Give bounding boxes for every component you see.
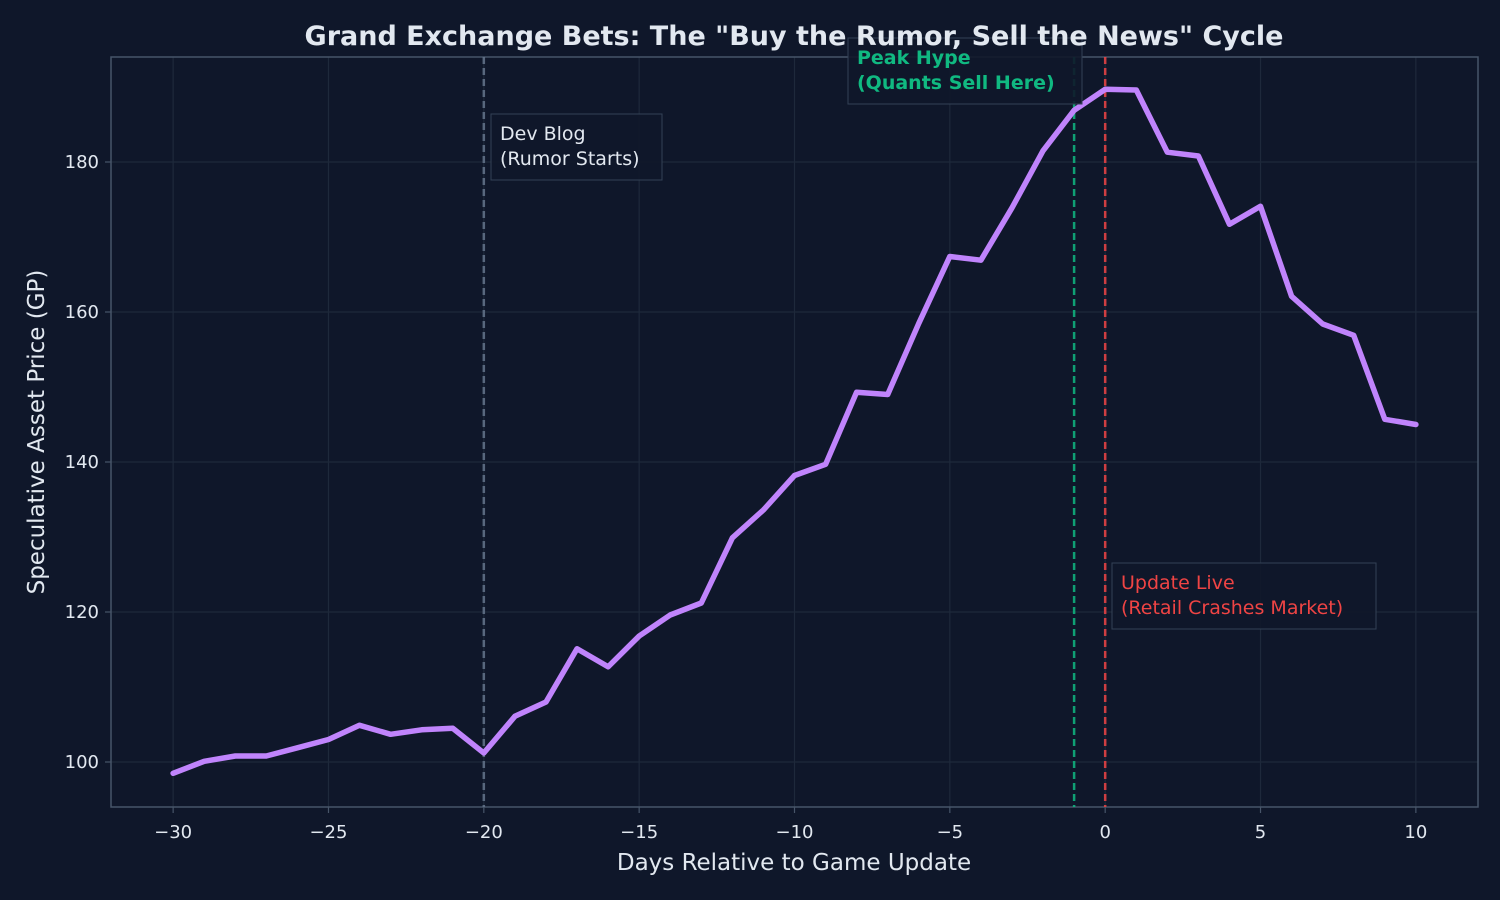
- x-tick-label: 10: [1404, 822, 1427, 843]
- annotation: Dev Blog (Rumor Starts): [490, 113, 663, 181]
- x-tick-label: −25: [309, 822, 347, 843]
- annotation-layer: Dev Blog (Rumor Starts) Peak Hype (Quants S…: [490, 37, 1377, 630]
- annotation-text: (Rumor Starts): [500, 148, 640, 170]
- price-line: [170, 86, 1419, 777]
- grid-layer: [111, 57, 1478, 807]
- x-axis-label: Days Relative to Game Update: [617, 850, 971, 876]
- x-tick-label: 5: [1255, 822, 1266, 843]
- annotation-text: (Quants Sell Here): [857, 72, 1055, 94]
- y-tick-label: 160: [65, 302, 99, 323]
- tick-layer: −30 −25 −20 −15 −10 −5 0 5 10 100 120 140 160 180: [65, 152, 1428, 843]
- y-tick-label: 180: [65, 152, 99, 173]
- annotation-text: Update Live: [1121, 572, 1235, 594]
- annotation: Peak Hype (Quants Sell Here): [847, 37, 1083, 105]
- x-tick-label: −5: [937, 822, 964, 843]
- y-tick-label: 120: [65, 602, 99, 623]
- x-tick-label: −30: [154, 822, 192, 843]
- x-tick-label: 0: [1099, 822, 1110, 843]
- annotation-text: Peak Hype: [857, 47, 971, 69]
- series-layer: [170, 86, 1419, 777]
- x-tick-label: −10: [776, 822, 814, 843]
- x-tick-label: −15: [620, 822, 658, 843]
- annotation: Update Live (Retail Crashes Market): [1111, 562, 1377, 630]
- y-tick-label: 100: [65, 752, 99, 773]
- annotation-box: [847, 37, 1083, 105]
- annotation-text: (Retail Crashes Market): [1121, 597, 1343, 619]
- x-tick-label: −20: [465, 822, 503, 843]
- chart-title: Grand Exchange Bets: The "Buy the Rumor,…: [305, 21, 1284, 52]
- annotation-text: Dev Blog: [500, 123, 586, 145]
- y-axis-label: Speculative Asset Price (GP): [24, 270, 50, 595]
- y-tick-label: 140: [65, 452, 99, 473]
- annotation-box: [1111, 562, 1377, 630]
- annotation-box: [490, 113, 663, 181]
- vline-layer: [482, 57, 1107, 807]
